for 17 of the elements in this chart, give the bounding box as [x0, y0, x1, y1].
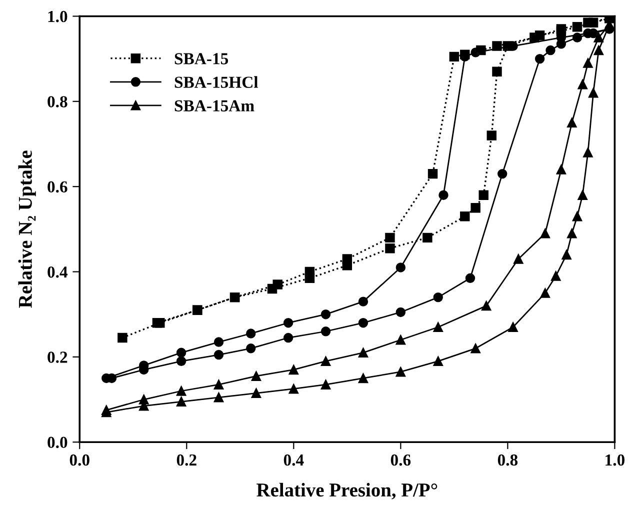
y-tick-label: 0.2 [48, 352, 68, 363]
x-axis-title: Relative Presion, P/P° [256, 482, 438, 500]
x-tick-label: 1.0 [606, 454, 624, 466]
x-tick-label: 0.8 [498, 454, 518, 466]
y-tick-label: 0.6 [48, 181, 68, 193]
x-tick-label: 0.4 [284, 454, 304, 466]
x-tick-label: 0.2 [176, 454, 196, 466]
y-tick-label: 0.0 [48, 436, 68, 448]
y-axis-title: Relative N₂ Uptake [18, 150, 36, 308]
legend-label: SBA-15Am [174, 100, 254, 112]
y-tick-label: 0.4 [48, 266, 68, 278]
y-tick-label: 0.8 [48, 96, 68, 108]
legend-label: SBA-15HCl [174, 76, 258, 88]
legend-label: SBA-15 [174, 53, 228, 64]
y-tick-label: 1.0 [48, 10, 68, 22]
x-tick-label: 0.6 [390, 454, 411, 466]
x-tick-label: 0.0 [70, 454, 90, 466]
